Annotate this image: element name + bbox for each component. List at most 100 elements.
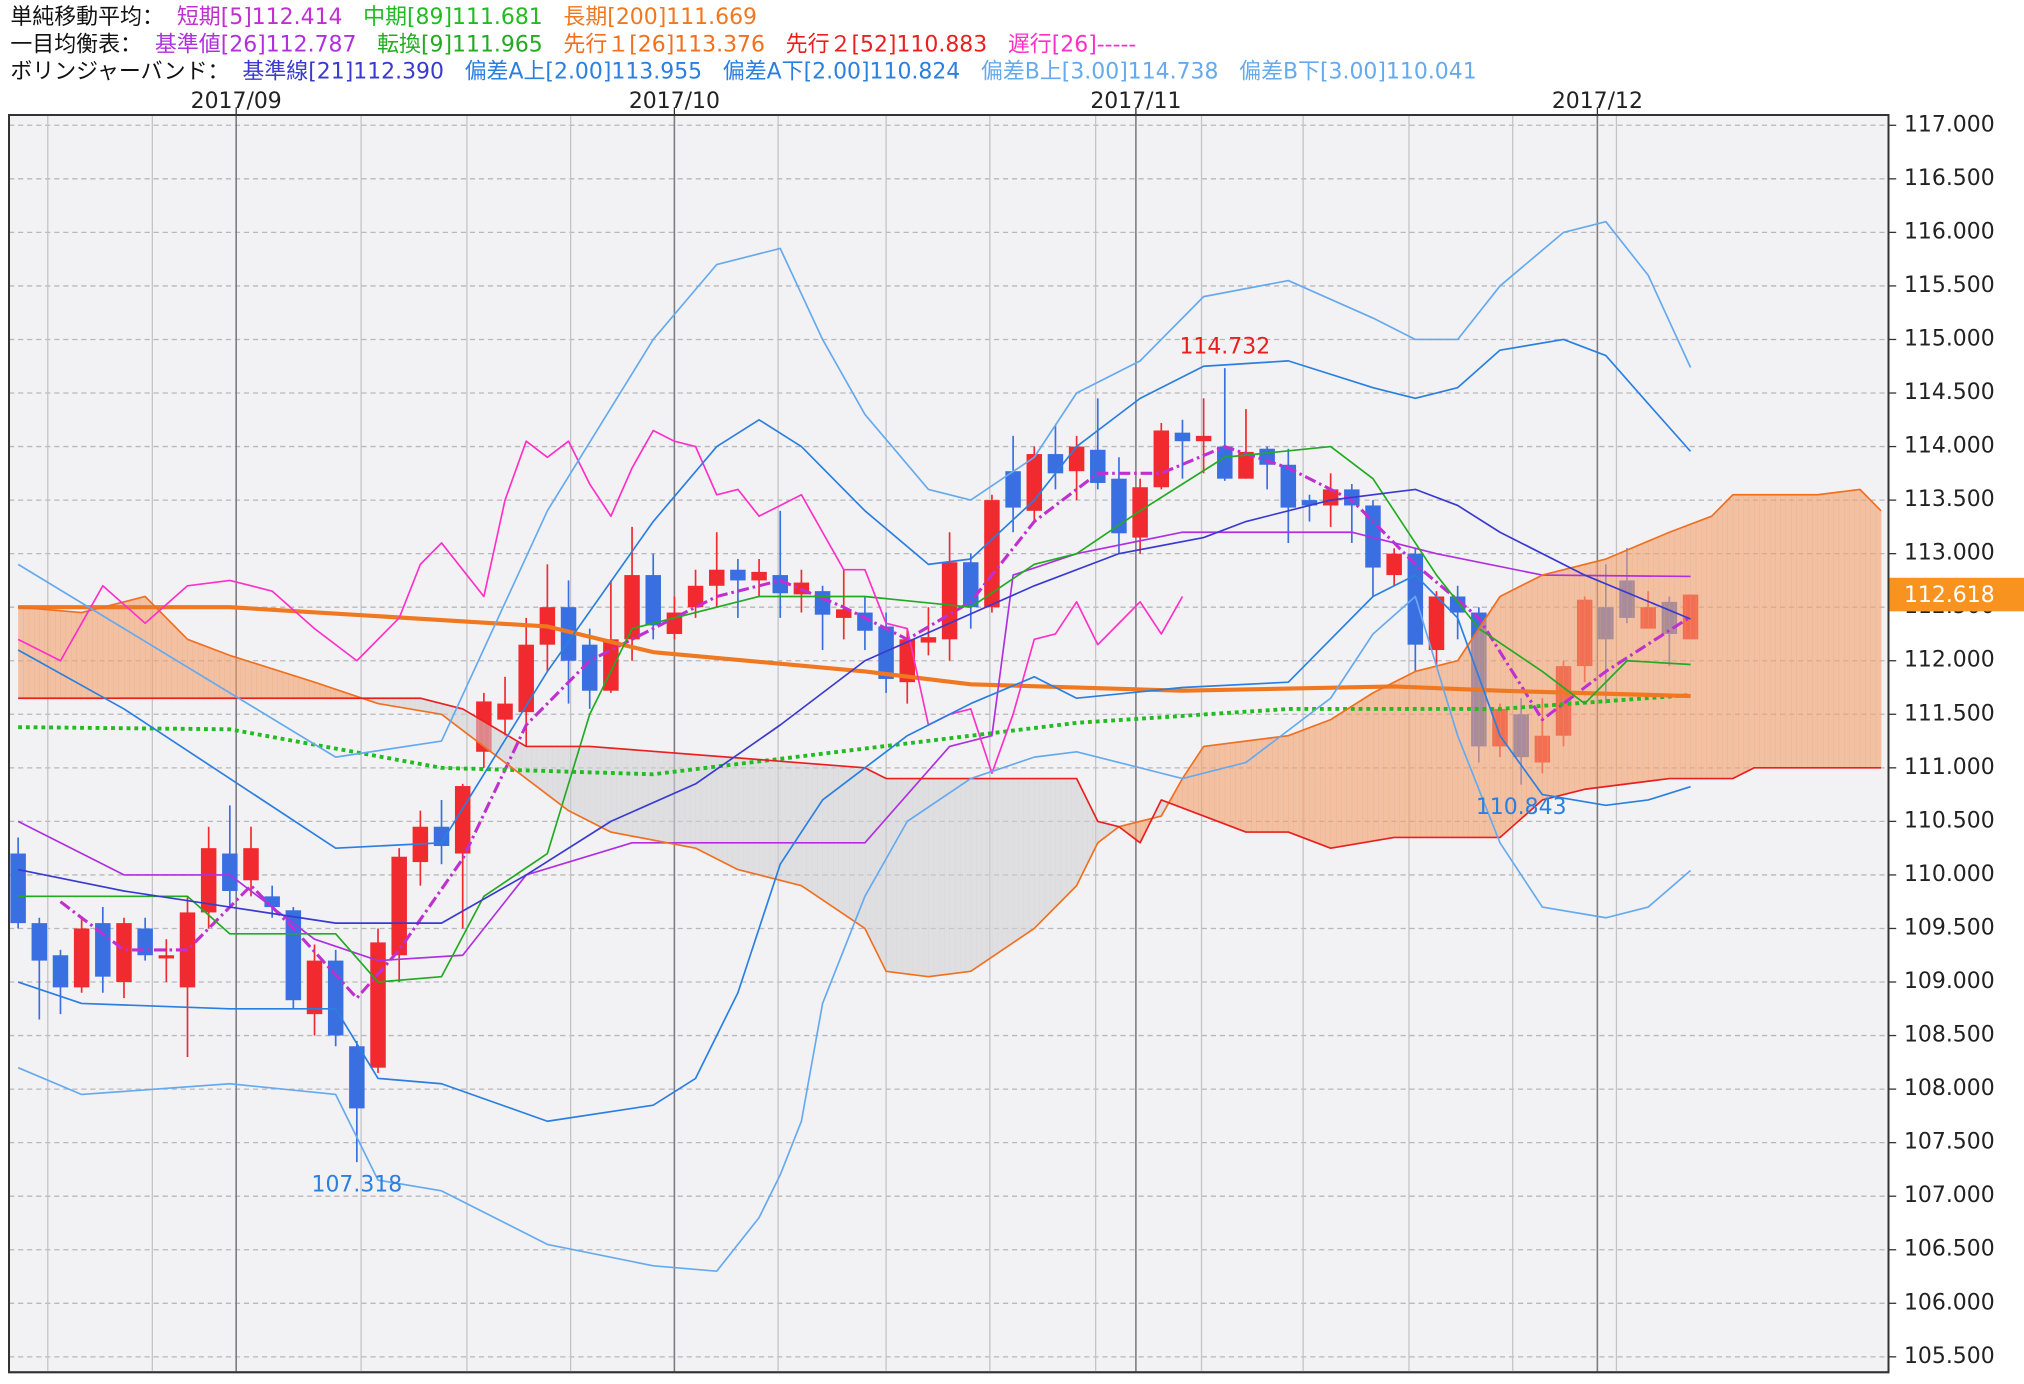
legend-entry: 基準線[21]112.390 xyxy=(242,59,444,84)
y-tick-label: 114.000 xyxy=(1904,434,1995,459)
cloud-fill xyxy=(1822,493,1829,768)
y-tick-label: 110.000 xyxy=(1904,862,1995,887)
candle-body xyxy=(1322,489,1339,506)
cloud-fill xyxy=(949,778,956,974)
candle-body xyxy=(497,703,513,720)
legend-entry: 偏差A下[2.00]110.824 xyxy=(723,59,960,84)
cloud-fill xyxy=(1849,490,1855,768)
y-tick-label: 114.500 xyxy=(1904,380,1995,405)
cloud-fill xyxy=(1436,664,1443,838)
cloud-fill xyxy=(1351,702,1358,845)
candle-body xyxy=(1111,478,1127,534)
cloud-fill xyxy=(1071,778,1078,891)
cloud-fill xyxy=(663,752,670,844)
y-tick-label: 108.500 xyxy=(1904,1023,1995,1048)
cloud-fill xyxy=(1505,591,1511,833)
cloud-fill xyxy=(1203,745,1210,819)
cloud-fill xyxy=(1283,735,1289,833)
candle-body xyxy=(1153,430,1170,488)
cloud-fill xyxy=(1690,522,1697,779)
cloud-fill xyxy=(1367,692,1374,842)
legend-entry: 中期[89]111.681 xyxy=(363,5,543,30)
cloud-fill xyxy=(1304,727,1310,841)
cloud-fill xyxy=(859,767,866,929)
candle-body xyxy=(306,960,323,1015)
cloud-fill xyxy=(39,608,45,699)
candle-body xyxy=(1174,432,1191,442)
cloud-fill xyxy=(86,609,93,699)
cloud-fill xyxy=(229,655,236,699)
cloud-fill xyxy=(727,757,733,867)
cloud-fill xyxy=(1764,494,1771,768)
cloud-fill xyxy=(1754,494,1760,768)
y-tick-label: 111.000 xyxy=(1904,755,1995,780)
y-tick-label: 109.000 xyxy=(1904,969,1995,994)
cloud-fill xyxy=(1410,671,1416,838)
candle-body xyxy=(751,571,767,581)
cloud-fill xyxy=(1547,572,1554,799)
annotation: 114.732 xyxy=(1179,335,1270,360)
last-price-box xyxy=(1888,577,2024,612)
cloud-fill xyxy=(1388,682,1395,839)
cloud-fill xyxy=(568,746,575,814)
candle-body xyxy=(285,910,302,1001)
cloud-fill xyxy=(1235,741,1242,831)
cloud-fill xyxy=(806,763,813,893)
cloud-fill xyxy=(1378,687,1384,841)
candle-body xyxy=(920,637,937,643)
cloud-fill xyxy=(213,649,220,699)
cloud-fill xyxy=(796,762,802,886)
cloud-fill xyxy=(759,759,765,877)
cloud-fill xyxy=(1277,736,1284,833)
cloud-fill xyxy=(1494,596,1501,838)
cloud-fill xyxy=(1526,580,1533,815)
cloud-fill xyxy=(1627,547,1633,784)
cloud-fill xyxy=(272,668,278,699)
candle-body xyxy=(1280,464,1297,508)
cloud-fill xyxy=(1060,778,1067,902)
candle-body xyxy=(645,575,661,626)
y-tick-label: 109.500 xyxy=(1904,915,1995,940)
cloud-fill xyxy=(1579,564,1586,791)
cloud-fill xyxy=(1341,709,1347,847)
cloud-fill xyxy=(1314,723,1321,845)
cloud-fill xyxy=(520,743,527,779)
cloud-fill xyxy=(457,707,464,731)
cloud-fill xyxy=(1007,778,1014,947)
cloud-fill xyxy=(690,754,696,849)
cloud-fill xyxy=(1187,762,1194,813)
cloud-fill xyxy=(536,746,543,791)
cloud-fill xyxy=(785,761,792,883)
cloud-fill xyxy=(1738,494,1744,776)
cloud-fill xyxy=(610,748,617,834)
cloud-fill xyxy=(1648,538,1654,782)
cloud-fill xyxy=(1701,518,1707,779)
cloud-fill xyxy=(827,764,834,908)
cloud-fill xyxy=(1140,820,1146,843)
cloud-fill xyxy=(732,757,739,870)
indicator-line xyxy=(17,595,1692,1273)
candle-body xyxy=(264,896,280,908)
candle-body xyxy=(878,626,894,679)
cloud-fill xyxy=(139,596,146,699)
cloud-fill xyxy=(1664,532,1670,780)
cloud-fill xyxy=(1706,516,1713,779)
cloud-fill xyxy=(1155,799,1162,818)
cloud-fill xyxy=(928,778,935,977)
candle-body xyxy=(1365,505,1381,568)
cloud-fill xyxy=(1711,510,1718,779)
cloud-fill xyxy=(1208,745,1215,821)
cloud-fill xyxy=(446,704,453,723)
cloud-fill xyxy=(600,747,606,830)
indicator-line xyxy=(17,338,1692,849)
cloud-fill xyxy=(108,604,114,699)
cloud-fill xyxy=(944,778,950,975)
cloud-fill xyxy=(1854,489,1861,768)
cloud-fill xyxy=(960,778,966,973)
cloud-fill xyxy=(743,758,749,873)
cloud-fill xyxy=(1674,528,1681,779)
cloud-fill xyxy=(1288,733,1294,835)
cloud-fill xyxy=(71,611,77,699)
cloud-fill xyxy=(1589,561,1596,789)
cloud-fill xyxy=(415,698,421,711)
